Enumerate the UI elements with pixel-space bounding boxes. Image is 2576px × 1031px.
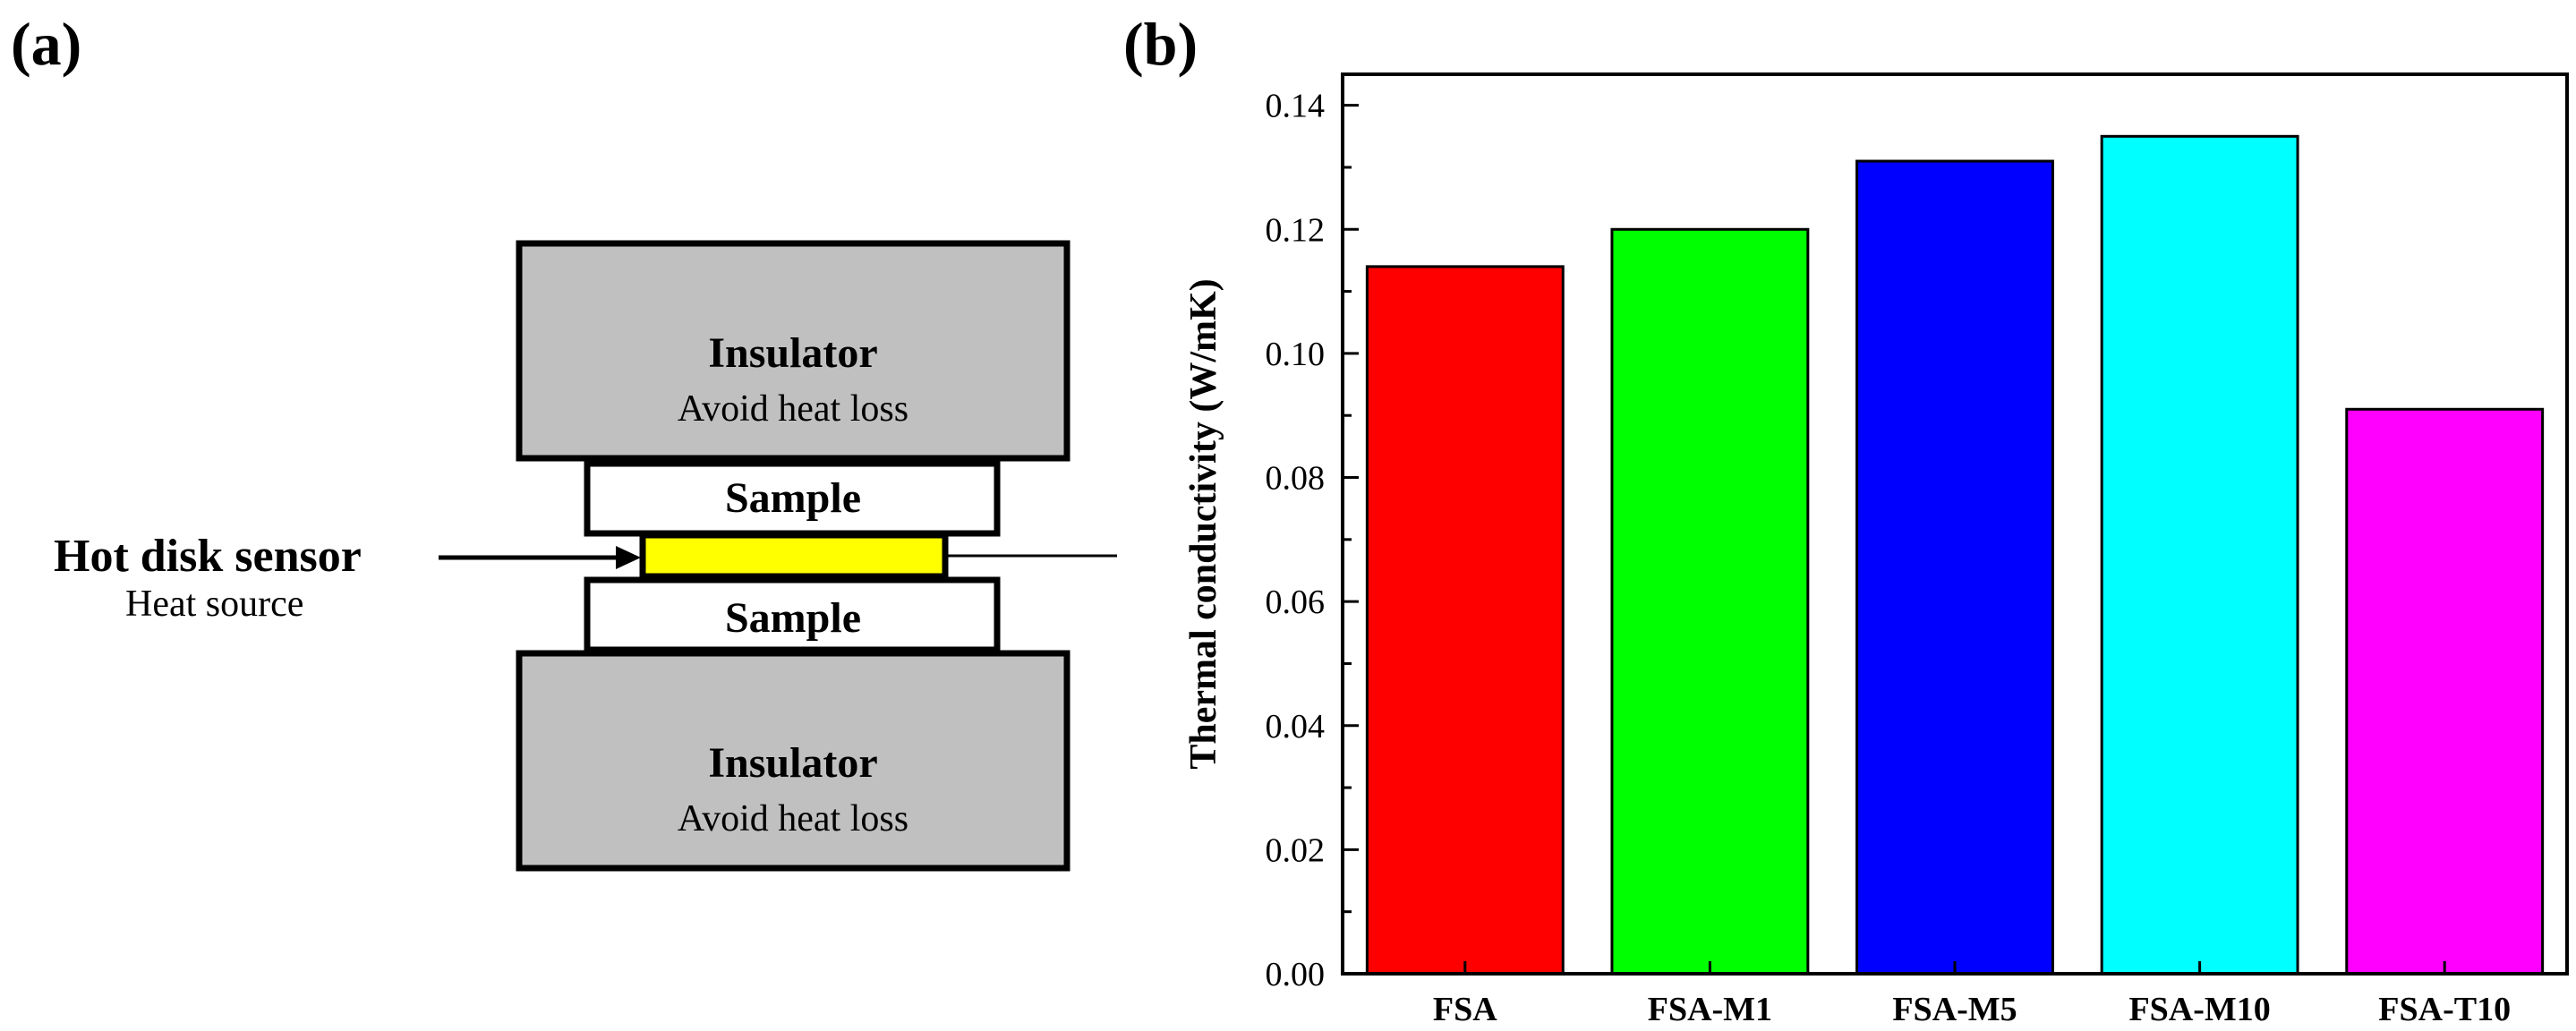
y-tick-label: 0.12 — [1266, 211, 1326, 249]
bottom-insulator-subtitle: Avoid heat loss — [678, 798, 908, 839]
top-sample-title: Sample — [725, 474, 861, 522]
x-tick-label: FSA-T10 — [2378, 991, 2511, 1028]
bottom-sample-title: Sample — [725, 594, 861, 642]
hot-disk-sensor-subtitle: Heat source — [125, 584, 303, 625]
y-tick-label: 0.06 — [1266, 584, 1326, 621]
panel-a-label: (a) — [11, 10, 81, 78]
y-tick-label: 0.08 — [1266, 460, 1326, 498]
panel-b-label: (b) — [1123, 10, 1198, 78]
bottom-insulator-title: Insulator — [708, 739, 877, 787]
hot-disk-sensor-block — [639, 532, 949, 580]
y-tick-label: 0.10 — [1266, 336, 1326, 373]
plot-frame — [1341, 72, 2569, 976]
top-insulator-title: Insulator — [708, 329, 877, 377]
bar-fsa-m10 — [2100, 134, 2299, 976]
y-axis-label: Thermal conductivity (W/mK) — [1183, 278, 1224, 769]
bar-fsa-m5 — [1855, 159, 2054, 976]
bar-fsa-t10 — [2345, 407, 2545, 976]
y-tick-label: 0.14 — [1266, 88, 1326, 125]
top-insulator-subtitle: Avoid heat loss — [678, 388, 908, 430]
x-tick-label: FSA — [1433, 991, 1497, 1028]
x-tick-label: FSA-M5 — [1892, 991, 2017, 1028]
y-tick-label: 0.04 — [1266, 708, 1326, 746]
top-insulator-block — [516, 240, 1070, 462]
bar-fsa — [1365, 265, 1565, 976]
bar-fsa-m1 — [1610, 227, 1810, 976]
hot-disk-sensor-title: Hot disk sensor — [54, 531, 362, 582]
sensor-arrow-head — [616, 546, 641, 569]
x-tick-label: FSA-M10 — [2128, 991, 2270, 1028]
y-tick-label: 0.02 — [1266, 831, 1326, 869]
y-tick-label: 0.00 — [1266, 956, 1326, 993]
bar-chart: 0.00 0.02 0.04 0.06 0.08 0.10 0.12 0.14 FSA FSA-M… — [1183, 72, 2569, 1028]
x-tick-label: FSA-M1 — [1648, 991, 1772, 1028]
bottom-insulator-block — [516, 650, 1070, 872]
bottom-sample-block — [584, 576, 1001, 653]
